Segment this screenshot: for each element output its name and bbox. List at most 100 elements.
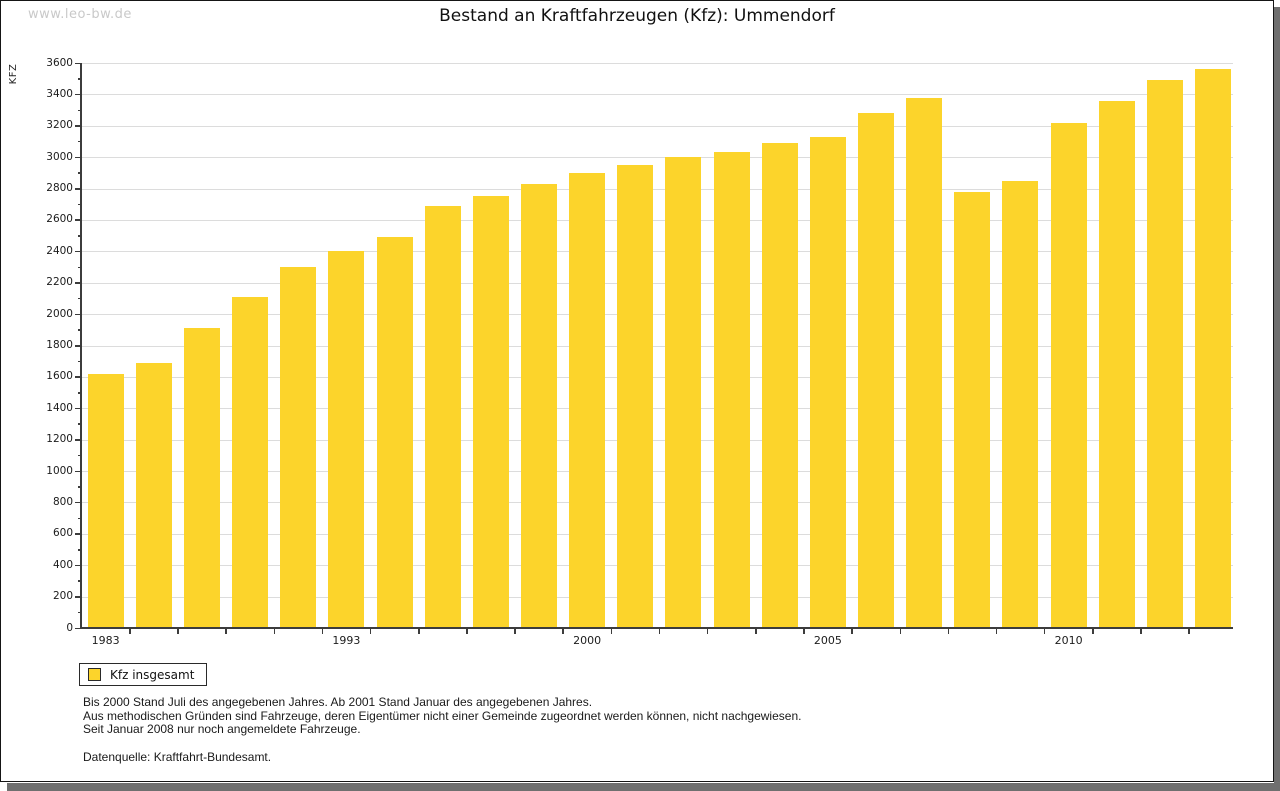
y-minor-tick — [78, 235, 81, 237]
frame-shadow-right — [1274, 7, 1280, 791]
y-major-tick — [75, 596, 81, 598]
y-minor-tick — [78, 172, 81, 174]
bar — [569, 172, 606, 628]
x-tick — [562, 629, 564, 634]
x-tick — [466, 629, 468, 634]
x-tick — [995, 629, 998, 634]
y-major-tick — [75, 470, 81, 473]
bar — [954, 191, 991, 628]
y-minor-tick — [78, 329, 81, 331]
x-tick — [1140, 629, 1142, 634]
y-major-tick — [75, 564, 81, 567]
x-tick — [658, 629, 661, 634]
y-major-tick — [75, 313, 81, 316]
y-minor-tick — [78, 549, 81, 551]
y-minor-tick — [78, 297, 81, 300]
bar — [1098, 100, 1135, 628]
gridline — [82, 219, 1233, 221]
frame-shadow-bottom — [7, 783, 1280, 791]
x-tick — [177, 629, 179, 634]
y-major-tick — [75, 282, 81, 284]
y-tick-label: 2600 — [46, 213, 73, 226]
page-title: Bestand an Kraftfahrzeugen (Kfz): Ummend… — [439, 6, 835, 26]
gridline — [82, 471, 1233, 473]
x-tick — [803, 629, 805, 634]
y-tick-label: 3600 — [46, 56, 73, 69]
legend-box: Kfz insgesamt — [79, 663, 208, 686]
x-tick — [755, 629, 757, 634]
gridline — [82, 63, 1233, 64]
gridline — [82, 157, 1233, 159]
x-tick-label: 2010 — [1054, 634, 1083, 647]
gridline — [82, 314, 1233, 316]
x-tick-label: 1983 — [91, 634, 120, 647]
gridline — [82, 251, 1233, 253]
bar — [328, 251, 365, 628]
bar — [1195, 69, 1232, 628]
gridline — [82, 533, 1233, 535]
y-minor-tick — [78, 360, 81, 363]
x-tick — [369, 629, 372, 634]
x-tick — [321, 629, 324, 634]
y-tick-label: 2800 — [46, 182, 73, 195]
x-tick — [225, 629, 227, 634]
y-tick-label: 1000 — [46, 464, 73, 477]
footnotes-block: Bis 2000 Stand Juli des angegebenen Jahr… — [83, 695, 802, 764]
y-major-tick — [75, 188, 81, 190]
y-minor-tick — [78, 611, 81, 614]
gridline — [82, 565, 1233, 567]
x-tick — [273, 629, 276, 634]
y-tick-label: 2000 — [46, 307, 73, 320]
bar — [232, 296, 269, 628]
bar — [1146, 80, 1183, 628]
x-tick — [610, 629, 613, 634]
gridline — [82, 376, 1233, 378]
gridline — [82, 345, 1233, 347]
y-minor-tick — [78, 109, 81, 112]
watermark: www.leo-bw.de — [28, 7, 132, 22]
bar — [617, 165, 654, 628]
bar — [424, 205, 461, 628]
y-tick-label: 200 — [52, 590, 73, 603]
bar — [87, 373, 124, 628]
y-minor-tick — [78, 140, 81, 143]
y-tick-label: 1200 — [46, 433, 73, 446]
y-tick-label: 2200 — [46, 276, 73, 289]
y-minor-tick — [78, 454, 81, 457]
y-tick-label: 3200 — [46, 119, 73, 132]
y-tick-label: 3000 — [46, 150, 73, 163]
footnote-line: Aus methodischen Gründen sind Fahrzeuge,… — [83, 708, 802, 723]
gridline — [82, 188, 1233, 190]
plot-area — [82, 63, 1233, 628]
x-tick — [1043, 629, 1046, 634]
y-major-tick — [75, 533, 81, 535]
bar — [713, 152, 750, 628]
gridline — [82, 408, 1233, 410]
y-minor-tick — [78, 423, 81, 425]
gridline — [82, 125, 1233, 127]
y-major-tick — [75, 125, 81, 127]
chart-area: KFZ 0 200 400 600 800 1000 1200 1400 1600 1800 200… — [1, 1, 1273, 661]
y-major-tick — [75, 376, 81, 378]
bar — [280, 267, 317, 628]
x-tick — [706, 629, 709, 634]
bar — [376, 237, 413, 628]
y-tick-label: 400 — [52, 558, 73, 571]
bar — [472, 196, 509, 628]
x-tick — [514, 629, 516, 634]
bar — [761, 143, 798, 628]
y-tick-label: 800 — [52, 495, 73, 508]
y-major-tick — [75, 219, 81, 221]
bar — [906, 97, 943, 628]
legend-swatch-icon — [88, 668, 101, 681]
y-minor-tick — [78, 517, 81, 520]
gridline — [82, 94, 1233, 96]
x-tick — [1092, 629, 1094, 634]
y-minor-tick — [78, 78, 81, 80]
y-minor-tick — [78, 266, 81, 269]
gridline — [82, 439, 1233, 441]
y-major-tick — [75, 250, 81, 253]
gridline — [82, 502, 1233, 504]
bar — [520, 183, 557, 628]
